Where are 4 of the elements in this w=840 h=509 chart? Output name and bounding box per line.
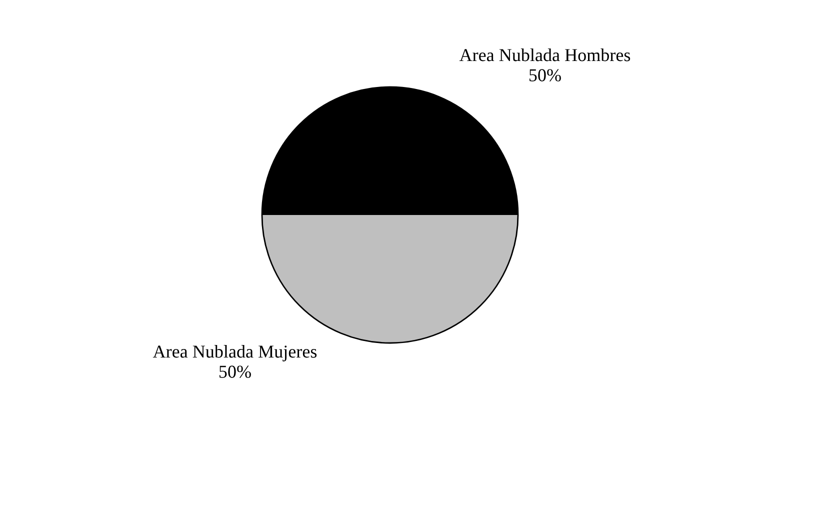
slice-label: Area Nublada Mujeres <box>152 345 317 362</box>
data-label: 50% <box>220 366 251 378</box>
slice-label: Area Nublada Hombres <box>459 48 630 62</box>
data-label: 50% <box>530 69 561 82</box>
